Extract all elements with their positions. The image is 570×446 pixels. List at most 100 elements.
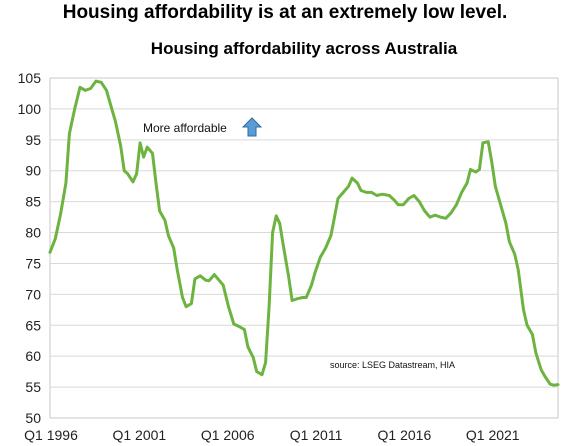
y-tick-label: 65 — [25, 317, 41, 333]
data-point — [396, 203, 400, 206]
data-point — [342, 191, 345, 194]
data-point — [110, 107, 114, 111]
data-point — [375, 194, 379, 197]
data-point — [237, 325, 241, 328]
data-point — [460, 191, 463, 194]
data-point — [89, 87, 92, 90]
data-point — [167, 234, 170, 237]
data-point — [508, 240, 511, 243]
x-tick-label: Q1 2021 — [466, 427, 520, 443]
data-point — [359, 189, 363, 192]
y-tick-label: 85 — [25, 194, 41, 210]
data-point — [428, 215, 432, 219]
data-point — [73, 107, 76, 111]
data-point — [278, 222, 281, 225]
data-point — [301, 296, 304, 299]
y-tick-label: 90 — [25, 163, 41, 179]
data-point — [336, 197, 340, 200]
data-point — [455, 203, 458, 206]
x-axis-ticks: Q1 1996 Q1 2001 Q1 2006 Q1 2011 Q1 2016 Q1 20… — [24, 427, 520, 443]
data-point — [138, 141, 142, 145]
data-point — [487, 140, 490, 143]
y-tick-label: 50 — [25, 410, 41, 426]
data-point — [131, 180, 135, 184]
data-point — [412, 194, 416, 197]
data-point — [350, 176, 354, 180]
data-point — [204, 278, 207, 282]
data-point — [305, 296, 308, 299]
data-point — [222, 283, 225, 287]
headline: Housing affordability is at an extremely… — [62, 2, 508, 23]
data-point — [252, 356, 255, 359]
data-point — [478, 168, 481, 171]
data-point — [407, 197, 410, 200]
data-point — [388, 194, 391, 197]
data-point — [94, 79, 98, 83]
data-point — [190, 302, 193, 305]
data-point — [402, 203, 405, 206]
more-affordable-annotation: More affordable — [143, 121, 227, 135]
y-tick-label: 55 — [25, 379, 41, 395]
data-point — [243, 328, 246, 331]
data-point — [418, 200, 421, 203]
data-point — [347, 185, 350, 188]
data-point — [163, 219, 167, 222]
y-axis-ticks: 50 55 60 65 70 75 80 85 90 95 100 105 — [18, 70, 42, 426]
data-point — [296, 297, 299, 300]
data-point — [381, 193, 384, 196]
data-point — [267, 305, 271, 308]
data-point — [534, 351, 538, 355]
data-point — [513, 253, 516, 256]
data-point — [260, 373, 264, 376]
data-point — [393, 199, 396, 202]
data-point — [499, 203, 502, 206]
data-point — [333, 215, 336, 219]
data-point — [469, 168, 472, 171]
data-point — [172, 246, 175, 250]
data-point — [329, 234, 333, 237]
series-points — [48, 79, 560, 387]
data-point — [232, 322, 235, 326]
data-point — [444, 217, 447, 220]
data-point — [474, 170, 477, 174]
data-point — [522, 308, 525, 311]
data-point — [365, 191, 368, 194]
x-tick-label: Q1 2016 — [378, 427, 432, 443]
source-note: source: LSEG Datastream, HIA — [330, 360, 455, 370]
data-point — [64, 181, 68, 185]
data-point — [54, 237, 57, 240]
data-point — [227, 305, 230, 308]
data-point — [199, 274, 202, 277]
data-point — [275, 214, 278, 218]
x-tick-label: Q1 2006 — [201, 427, 255, 443]
data-point — [525, 324, 529, 327]
data-point — [100, 81, 103, 84]
y-tick-label: 80 — [25, 225, 41, 241]
data-point — [310, 283, 313, 287]
data-point — [146, 146, 149, 149]
x-tick-label: Q1 1996 — [24, 427, 78, 443]
data-point — [158, 209, 161, 213]
data-point — [114, 120, 117, 123]
data-point — [105, 89, 108, 92]
y-tick-label: 70 — [25, 286, 41, 302]
data-point — [548, 382, 552, 386]
data-point — [184, 305, 188, 308]
data-point — [504, 222, 508, 225]
data-point — [135, 172, 138, 175]
data-point — [290, 299, 294, 302]
data-point — [543, 374, 546, 378]
x-tick-label: Q1 2001 — [112, 427, 166, 443]
data-point — [84, 89, 87, 92]
data-point — [151, 152, 154, 155]
data-point — [481, 141, 485, 145]
data-point — [319, 256, 322, 259]
data-point — [154, 181, 158, 185]
y-tick-label: 100 — [18, 101, 42, 117]
x-tick-label: Q1 2011 — [290, 427, 343, 443]
gridlines — [50, 108, 558, 388]
data-point — [126, 172, 129, 175]
data-point — [356, 181, 359, 185]
data-point — [123, 169, 126, 172]
